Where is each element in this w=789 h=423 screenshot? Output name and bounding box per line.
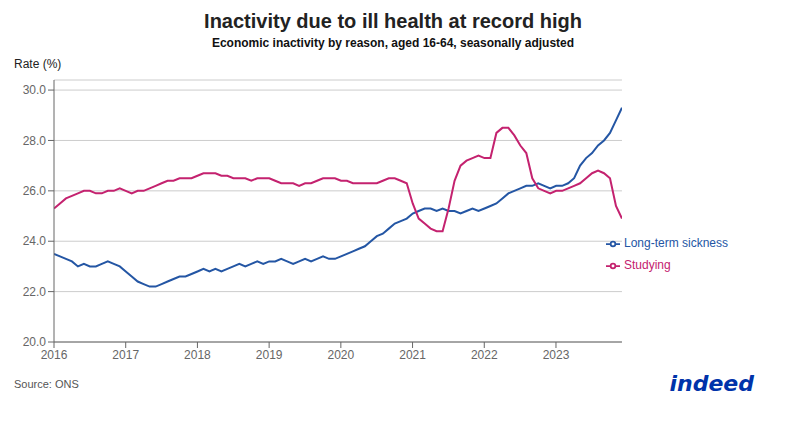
svg-text:24.0: 24.0 <box>23 234 47 248</box>
html-text:Source: ONS: Source: ONS <box>14 377 79 390</box>
html-text:Studying: Studying <box>624 258 671 272</box>
svg-text:20.0: 20.0 <box>23 335 47 349</box>
svg-text:22.0: 22.0 <box>23 285 47 299</box>
svg-text:30.0: 30.0 <box>23 83 47 97</box>
html-text:Rate (%): Rate (%) <box>14 57 62 71</box>
html-text:indeed: indeed <box>669 371 754 396</box>
svg-text:2020: 2020 <box>327 348 354 362</box>
svg-text:2021: 2021 <box>399 348 426 362</box>
svg-text:28.0: 28.0 <box>23 134 47 148</box>
html-text:Inactivity due to ill health a: Inactivity due to ill health at record h… <box>204 10 582 32</box>
html-text:Economic inactivity by reason,: Economic inactivity by reason, aged 16-6… <box>211 36 575 50</box>
svg-text:2017: 2017 <box>112 348 139 362</box>
svg-text:2016: 2016 <box>41 348 68 362</box>
svg-text:2018: 2018 <box>184 348 211 362</box>
html-text:Long-term sickness: Long-term sickness <box>624 236 728 250</box>
svg-text:2022: 2022 <box>471 348 498 362</box>
svg-text:2019: 2019 <box>256 348 283 362</box>
svg-text:2023: 2023 <box>543 348 570 362</box>
svg-text:26.0: 26.0 <box>23 184 47 198</box>
